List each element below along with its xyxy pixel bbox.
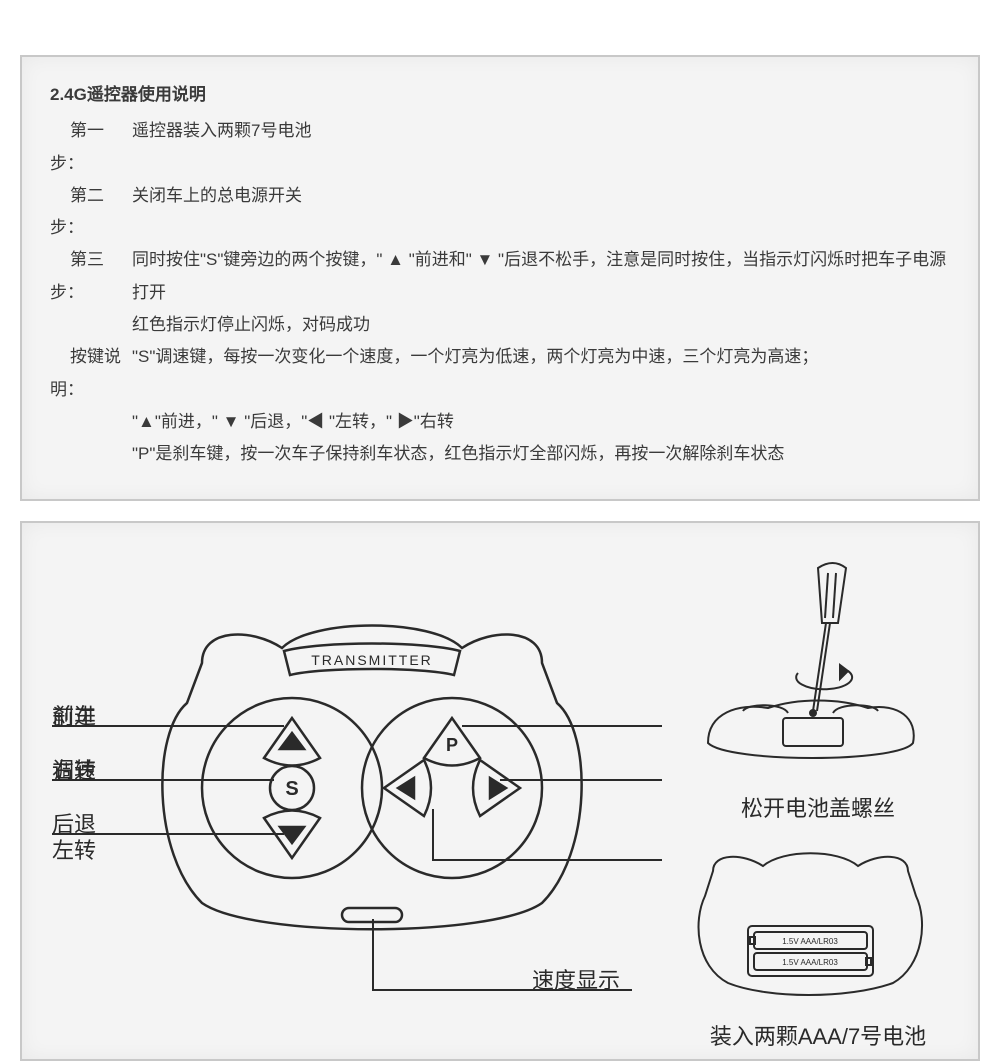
battery-2-label: 1.5V AAA/LR03 xyxy=(782,958,838,967)
transmitter-label: TRANSMITTER xyxy=(311,652,433,668)
p-button-label: P xyxy=(446,735,458,755)
s-button-label: S xyxy=(285,778,298,800)
step-3: 第三步： 同时按住"S"键旁边的两个按键，" ▲ "前进和" ▼ "后退不松手，… xyxy=(50,244,950,309)
screwdriver-diagram xyxy=(688,553,928,783)
label-right: 右转 xyxy=(52,753,96,785)
step-1-label: 第一步： xyxy=(50,115,132,180)
button-desc: 按键说明： "S"调速键，每按一次变化一个速度，一个灯亮为低速，两个灯亮为中速，… xyxy=(50,341,950,406)
button-desc-line2: "▲"前进，" ▼ "后退，"◀ "左转，" ▶"右转 xyxy=(50,406,950,438)
battery-caption: 装入两颗AAA/7号电池 xyxy=(688,1019,948,1051)
step-3-body: 同时按住"S"键旁边的两个按键，" ▲ "前进和" ▼ "后退不松手，注意是同时… xyxy=(132,244,950,309)
button-desc-label: 按键说明： xyxy=(50,341,132,406)
button-desc-body: "S"调速键，每按一次变化一个速度，一个灯亮为低速，两个灯亮为中速，三个灯亮为高… xyxy=(132,341,950,406)
transmitter-diagram: TRANSMITTER S P 前进 调速 后退 刹车 右转 左转 速度显示 xyxy=(52,573,692,1053)
line-right xyxy=(500,779,662,781)
step-2-label: 第二步： xyxy=(50,180,132,245)
line-brake xyxy=(462,725,662,727)
screw-caption: 松开电池盖螺丝 xyxy=(688,791,948,823)
right-diagrams: 松开电池盖螺丝 1.5V AAA/LR03 1.5V AAA/LR03 装入两颗… xyxy=(688,553,948,1051)
step-2: 第二步： 关闭车上的总电源开关 xyxy=(50,180,950,245)
line-speed-disp-h xyxy=(372,989,632,991)
battery-1-label: 1.5V AAA/LR03 xyxy=(782,937,838,946)
line-speed-disp-v xyxy=(372,919,374,989)
instruction-title: 2.4G遥控器使用说明 xyxy=(50,79,950,111)
button-desc-line3: "P"是刹车键，按一次车子保持刹车状态，红色指示灯全部闪烁，再按一次解除刹车状态 xyxy=(50,438,950,470)
step-3-cont: 红色指示灯停止闪烁，对码成功 xyxy=(50,309,950,341)
diagram-panel: TRANSMITTER S P 前进 调速 后退 刹车 右转 左转 速度显示 xyxy=(20,521,980,1061)
battery-diagram: 1.5V AAA/LR03 1.5V AAA/LR03 xyxy=(688,841,928,1011)
label-brake: 刹车 xyxy=(52,699,96,731)
line-left-v xyxy=(432,809,434,859)
step-1: 第一步： 遥控器装入两颗7号电池 xyxy=(50,115,950,180)
label-left: 左转 xyxy=(52,833,96,865)
line-left-h xyxy=(432,859,662,861)
instruction-panel: 2.4G遥控器使用说明 第一步： 遥控器装入两颗7号电池 第二步： 关闭车上的总… xyxy=(20,55,980,501)
step-2-body: 关闭车上的总电源开关 xyxy=(132,180,950,245)
step-3-label: 第三步： xyxy=(50,244,132,309)
step-1-body: 遥控器装入两颗7号电池 xyxy=(132,115,950,180)
